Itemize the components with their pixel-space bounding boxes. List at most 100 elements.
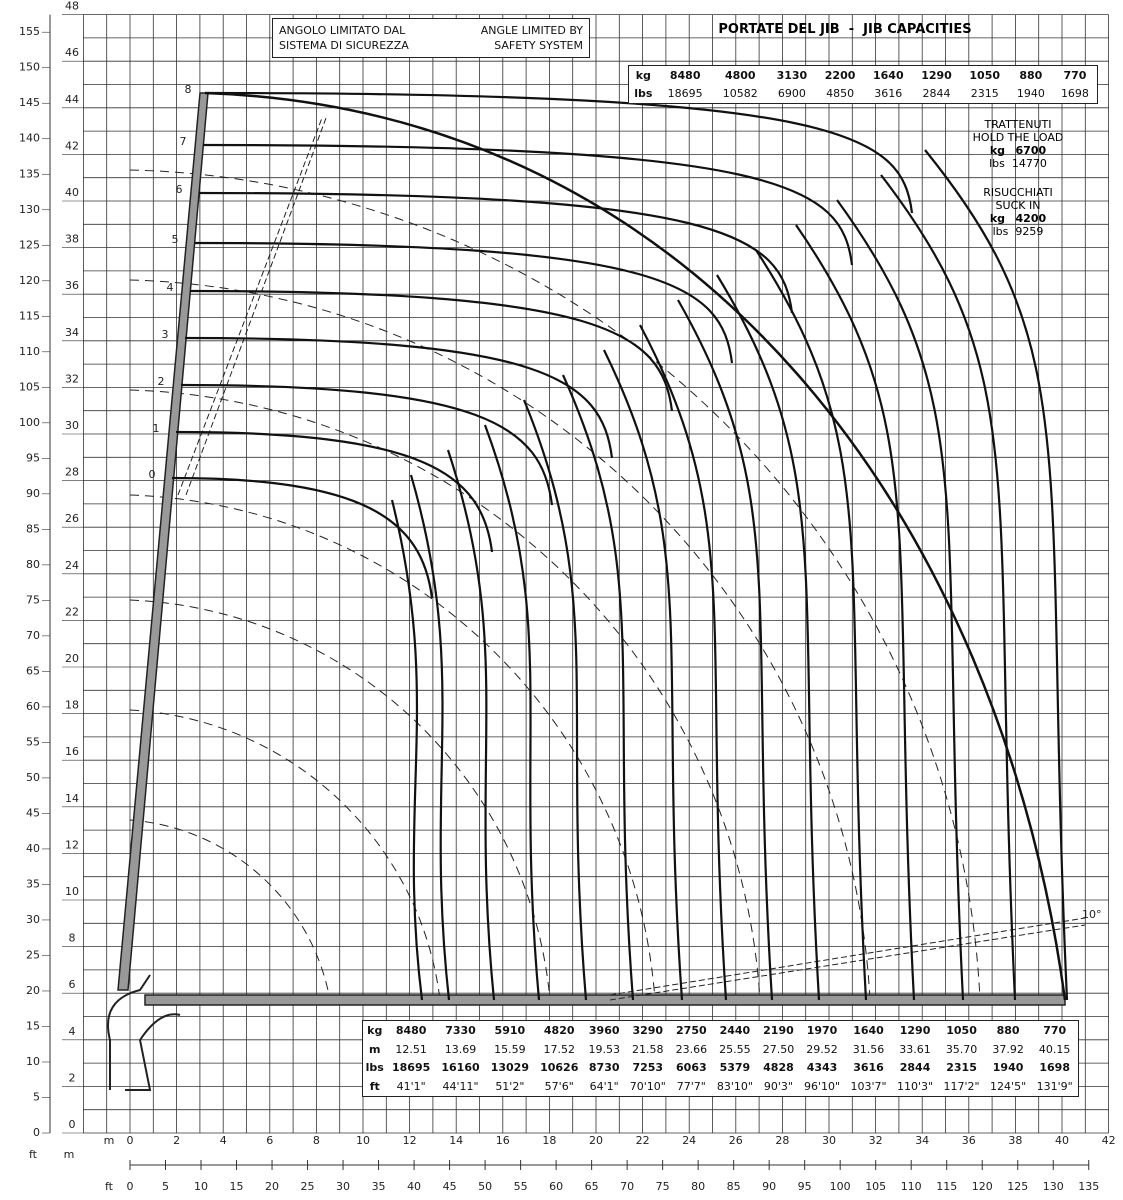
x-tick-label: 90 — [762, 1180, 776, 1193]
x-tick-label: 42 — [1102, 1134, 1116, 1147]
table-cell: 2200 — [824, 68, 856, 82]
table-cell: 2750 — [676, 1023, 707, 1037]
table-cell: 33.61 — [899, 1042, 931, 1056]
y-tick-label: 10 — [65, 885, 79, 898]
y-tick-label: 65 — [26, 664, 40, 677]
table-cell: 2844 — [899, 1061, 931, 1075]
jib-title: PORTATE DEL JIB - JIB CAPACITIES — [718, 22, 972, 37]
value: 14770 — [1011, 157, 1047, 170]
table-cell: 770 — [1063, 68, 1087, 82]
suck-line: SUCK IN — [995, 199, 1041, 212]
value: 9259 — [1015, 225, 1044, 238]
table-cell: 4343 — [806, 1061, 838, 1075]
y-tick-label: 95 — [26, 451, 40, 464]
x-tick-label: 28 — [775, 1134, 789, 1147]
x-tick-label: 12 — [403, 1134, 417, 1147]
x-tick-label: 22 — [636, 1134, 650, 1147]
x-tick-label: 40 — [1055, 1134, 1069, 1147]
x-tick-label: 55 — [514, 1180, 528, 1193]
jib-dashed — [609, 924, 1086, 1001]
x-tick-label: 60 — [549, 1180, 563, 1193]
table-cell: 2440 — [719, 1023, 751, 1037]
y-tick-label: 18 — [65, 699, 79, 712]
y-tick-label: 80 — [26, 558, 40, 571]
radius-arc — [129, 169, 981, 1001]
x-tick-label: 20 — [589, 1134, 603, 1147]
label: kg — [989, 144, 1006, 157]
load-line — [755, 249, 868, 1001]
table-cell: 27.50 — [762, 1042, 795, 1056]
table-cell: 110'3" — [897, 1080, 934, 1094]
table-cell: 7330 — [445, 1023, 476, 1037]
load-table: kg 8480 7330 5910 4820 3960 3290 2750 2440 2190 19… — [362, 1020, 1079, 1097]
section-label: 2 — [158, 375, 165, 388]
section-label: 7 — [180, 135, 187, 148]
table-cell: 6900 — [777, 87, 806, 101]
table-cell: 16160 — [441, 1061, 480, 1075]
y-tick-label: 70 — [26, 629, 40, 642]
x-tick-label: 105 — [865, 1180, 886, 1193]
axis-unit: ft — [105, 1180, 114, 1193]
x-tick-label: 130 — [1043, 1180, 1064, 1193]
label: kg — [989, 212, 1006, 225]
label: lbs — [992, 225, 1009, 238]
y-tick-label: 26 — [65, 512, 79, 525]
load-line — [716, 274, 821, 1001]
table-cell: 70'10" — [629, 1080, 666, 1094]
x-tick-label: 65 — [585, 1180, 599, 1193]
table-cell: 1970 — [806, 1023, 838, 1037]
y-tick-label: 6 — [69, 978, 76, 991]
section-label: 5 — [172, 233, 179, 246]
table-cell: 7253 — [632, 1061, 664, 1075]
crane-base — [107, 974, 181, 1091]
section-curve — [175, 430, 494, 553]
radius-arc — [129, 819, 331, 1001]
y-tick-label: 16 — [65, 745, 79, 758]
y-tick-label: 150 — [19, 61, 40, 74]
y-tick-label: 34 — [65, 326, 79, 339]
y-tick-label: 0 — [69, 1118, 76, 1131]
table-cell: 44'11" — [442, 1080, 479, 1094]
y-tick-label: 140 — [19, 132, 40, 145]
table-cell: 18695 — [667, 87, 703, 101]
y-tick-label: 14 — [65, 792, 79, 805]
y-tick-label: 45 — [26, 806, 40, 819]
section-curve — [189, 289, 674, 412]
x-tick-label: 0 — [127, 1180, 134, 1193]
hold-line: TRATTENUTI — [984, 118, 1052, 131]
y-tick-label: 85 — [26, 522, 40, 535]
y-tick-label: 125 — [19, 238, 40, 251]
x-tick-label: 32 — [869, 1134, 883, 1147]
y-tick-label: 25 — [26, 948, 40, 961]
section-curve — [207, 91, 914, 214]
table-cell: 77'7" — [676, 1080, 706, 1094]
table-cell: 880 — [996, 1023, 1020, 1037]
load-line — [880, 174, 1017, 1001]
table-cell: 1940 — [992, 1061, 1024, 1075]
radius-arc — [129, 389, 761, 1001]
radius-arc — [129, 279, 871, 1001]
table-cell: 2190 — [763, 1023, 794, 1037]
table-cell: 40.15 — [1038, 1042, 1071, 1056]
section-label: 6 — [176, 183, 183, 196]
row-label: m — [369, 1042, 381, 1056]
table-cell: 2315 — [970, 87, 999, 101]
y-tick-label: 20 — [65, 652, 79, 665]
x-tick-label: 2 — [173, 1134, 180, 1147]
y-tick-label: 48 — [65, 0, 79, 13]
x-tick-label: 10 — [194, 1180, 208, 1193]
x-tick-label: 115 — [936, 1180, 957, 1193]
table-cell: 29.52 — [806, 1042, 838, 1056]
load-line — [795, 224, 916, 1001]
y-tick-label: 60 — [26, 700, 40, 713]
table-cell: 19.53 — [588, 1042, 620, 1056]
suck-note: RISUCCHIATI SUCK IN kg 4200 lbs 9259 — [968, 186, 1068, 238]
table-cell: 3960 — [588, 1023, 620, 1037]
section-label: 1 — [153, 422, 160, 435]
y-tick-label: 90 — [26, 487, 40, 500]
table-cell: 13.69 — [444, 1042, 477, 1056]
y-tick-label: 40 — [26, 842, 40, 855]
y-tick-label: 5 — [33, 1090, 40, 1103]
section-label: 8 — [185, 83, 192, 96]
table-cell: 18695 — [392, 1061, 431, 1075]
